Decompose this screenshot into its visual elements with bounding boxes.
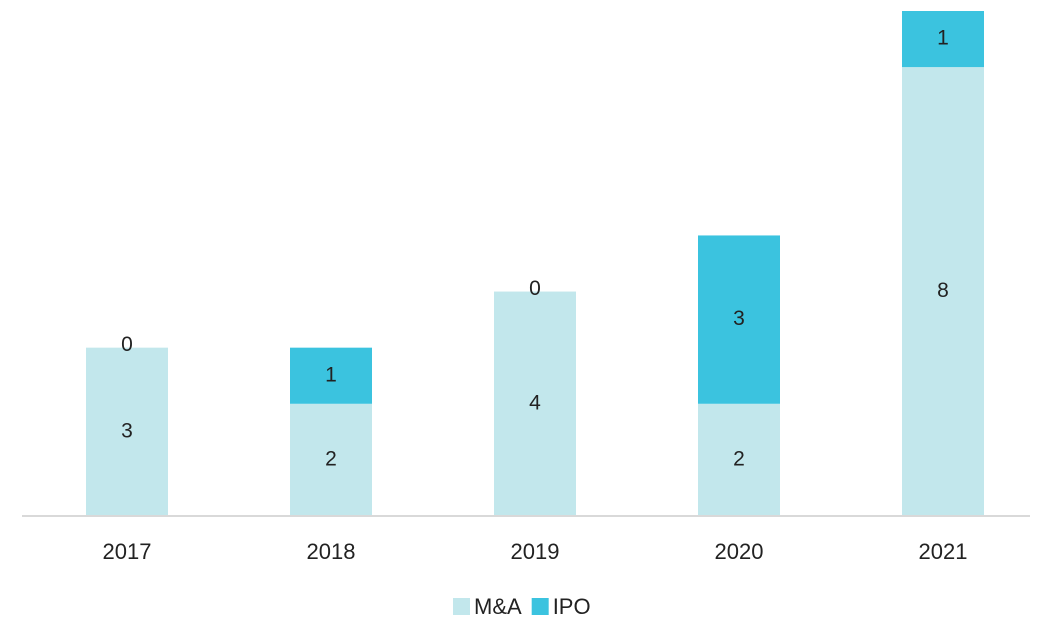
x-tick-label: 2020: [715, 539, 764, 564]
bar-segment: [494, 291, 576, 516]
x-tick-label: 2018: [307, 539, 356, 564]
legend-label: M&A: [474, 594, 522, 619]
bar-segment: [290, 347, 372, 404]
value-label: 0: [529, 277, 541, 300]
legend-swatch: [531, 598, 549, 615]
x-tick-label: 2017: [103, 539, 152, 564]
x-tick-label: 2021: [919, 539, 968, 564]
bar-segment: [290, 403, 372, 516]
legend-swatch: [453, 598, 470, 615]
bar-segment: [902, 67, 984, 516]
value-label: 3: [121, 419, 133, 442]
value-label: 4: [529, 391, 541, 414]
value-label: 3: [733, 307, 745, 330]
value-label: 8: [937, 279, 949, 302]
bar-segment: [698, 403, 780, 516]
value-label: 1: [937, 27, 949, 50]
value-label: 2: [733, 447, 745, 470]
bar-segment: [698, 235, 780, 404]
value-label: 0: [121, 333, 133, 356]
bar-segment: [902, 11, 984, 68]
legend-label: IPO: [553, 594, 591, 619]
value-label: 2: [325, 447, 337, 470]
bar-segment: [86, 347, 168, 516]
value-label: 1: [325, 363, 337, 386]
x-tick-label: 2019: [511, 539, 560, 564]
